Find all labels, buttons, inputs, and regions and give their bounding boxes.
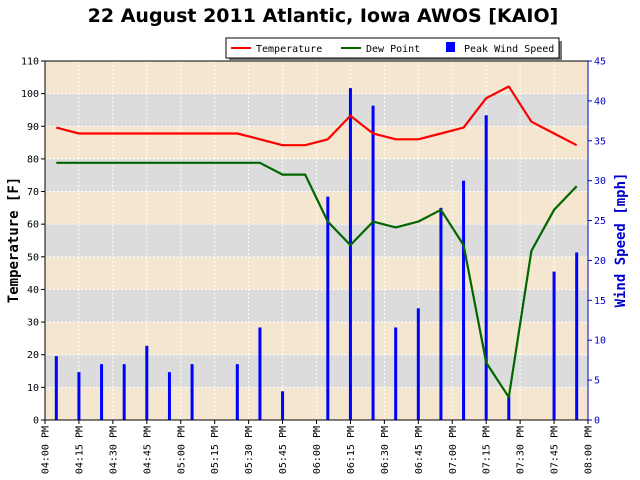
wind-speed-bar <box>77 372 81 420</box>
left-tick-label: 40 <box>27 285 39 296</box>
right-tick-label: 30 <box>594 176 606 187</box>
right-tick-label: 0 <box>594 416 600 427</box>
right-tick-label: 45 <box>594 57 606 68</box>
left-tick-label: 0 <box>33 416 39 427</box>
legend-swatch-peak-wind-speed <box>446 42 455 52</box>
left-axis-ticks: 0 10 20 30 40 50 60 70 80 90 100 110 <box>21 57 45 427</box>
wind-speed-bar <box>394 327 398 420</box>
wind-speed-bar <box>507 396 511 420</box>
x-tick-label: 04:30 PM <box>108 426 119 474</box>
legend: Temperature Dew Point Peak Wind Speed <box>225 37 562 61</box>
wind-speed-bar <box>258 327 262 420</box>
x-tick-label: 05:00 PM <box>176 426 187 474</box>
wind-speed-bar <box>190 364 194 420</box>
x-tick-label: 07:00 PM <box>448 426 459 474</box>
left-tick-label: 110 <box>21 57 39 68</box>
wind-speed-bar <box>281 391 285 420</box>
x-tick-label: 05:15 PM <box>210 426 221 474</box>
chart-title: 22 August 2011 Atlantic, Iowa AWOS [KAIO… <box>88 5 559 27</box>
left-tick-label: 90 <box>27 122 39 133</box>
wind-speed-bar <box>235 364 239 420</box>
wind-speed-bar <box>145 345 149 420</box>
wind-speed-bar <box>348 88 352 420</box>
left-tick-label: 80 <box>27 154 39 165</box>
left-tick-label: 60 <box>27 220 39 231</box>
right-tick-label: 25 <box>594 216 606 227</box>
wind-speed-bar <box>575 252 579 420</box>
dew-point-line <box>56 161 578 399</box>
wind-speed-bar <box>462 180 466 420</box>
x-tick-label: 04:00 PM <box>41 426 52 474</box>
wind-speed-bar <box>484 115 488 420</box>
left-tick-label: 30 <box>27 318 39 329</box>
legend-label-dew-point: Dew Point <box>366 44 420 55</box>
x-tick-label: 04:45 PM <box>142 426 153 474</box>
wind-speed-bar <box>54 356 58 420</box>
wind-speed-bar <box>552 271 556 420</box>
x-axis-ticks: 04:00 PM 04:15 PM 04:30 PM 04:45 PM 05:00 PM… <box>41 420 595 474</box>
x-tick-label: 06:30 PM <box>380 426 391 474</box>
wind-speed-bar <box>167 372 171 420</box>
left-tick-label: 70 <box>27 187 39 198</box>
x-tick-label: 06:00 PM <box>312 426 323 474</box>
left-tick-label: 20 <box>27 350 39 361</box>
temperature-line <box>56 85 578 147</box>
left-tick-label: 50 <box>27 252 39 263</box>
x-tick-label: 05:45 PM <box>278 426 289 474</box>
legend-box <box>225 37 560 59</box>
right-axis-ticks: 0 5 10 15 20 25 30 35 40 45 <box>587 57 606 427</box>
legend-label-peak-wind-speed: Peak Wind Speed <box>464 44 554 55</box>
x-tick-label: 06:15 PM <box>346 426 357 474</box>
x-tick-label: 07:45 PM <box>550 426 561 474</box>
wind-speed-bar <box>100 364 104 420</box>
right-tick-label: 20 <box>594 256 606 267</box>
wind-speed-bar <box>439 207 443 420</box>
right-tick-label: 15 <box>594 296 606 307</box>
y2-axis-label: Wind Speed [mph] <box>613 173 629 308</box>
x-tick-label: 05:30 PM <box>244 426 255 474</box>
left-tick-label: 100 <box>21 89 39 100</box>
x-tick-label: 07:30 PM <box>516 426 527 474</box>
wind-speed-bar <box>416 308 420 420</box>
series-lines <box>56 85 578 399</box>
x-tick-label: 07:15 PM <box>482 426 493 474</box>
wind-speed-bars <box>54 88 579 421</box>
x-tick-label: 04:15 PM <box>74 426 85 474</box>
wind-speed-bar <box>122 364 126 420</box>
wind-speed-bar <box>326 196 330 420</box>
legend-label-temperature: Temperature <box>256 44 322 55</box>
wind-speed-bar <box>371 105 375 421</box>
y-axis-label: Temperature [F] <box>6 177 22 303</box>
x-tick-label: 06:45 PM <box>414 426 425 474</box>
left-tick-label: 10 <box>27 383 39 394</box>
right-tick-label: 40 <box>594 96 606 107</box>
x-tick-label: 08:00 PM <box>584 426 595 474</box>
right-tick-label: 10 <box>594 336 606 347</box>
right-tick-label: 5 <box>594 376 600 387</box>
right-tick-label: 35 <box>594 136 606 147</box>
